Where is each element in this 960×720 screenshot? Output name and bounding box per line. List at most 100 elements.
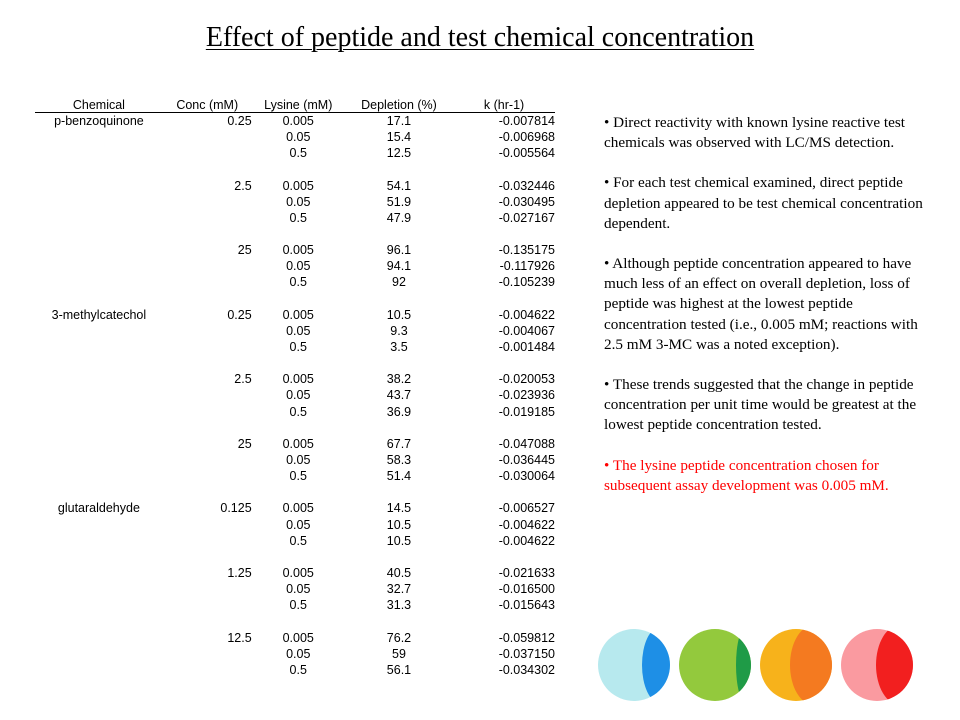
cell-chemical: [35, 452, 163, 468]
cell-chemical: [35, 468, 163, 484]
cell-depletion: 32.7: [386, 582, 412, 597]
cell-k: -0.019185: [498, 404, 555, 419]
spacer-cell: [35, 355, 555, 371]
cell-conc: 2.5: [234, 178, 252, 193]
cell-chemical: [35, 323, 163, 339]
cell-conc: [163, 581, 252, 597]
table-row: 25 0.005 96.1 -0.135175: [35, 242, 555, 258]
cell-chemical: [35, 565, 163, 581]
cell-conc: 25: [237, 243, 252, 258]
cell-lysine: 0.005: [282, 243, 314, 258]
cell-chemical: [35, 371, 163, 387]
cell-depletion: 56.1: [386, 662, 412, 677]
cell-conc: [163, 129, 252, 145]
cell-k: -0.117926: [499, 259, 555, 274]
cell-depletion: 10.5: [386, 307, 412, 322]
table-row: 0.5 92 -0.105239: [35, 274, 555, 290]
cell-chemical: [35, 387, 163, 403]
circle-red-icon: [841, 629, 913, 701]
cell-chemical: [35, 436, 163, 452]
cell-depletion: 36.9: [386, 404, 412, 419]
cell-lysine: 0.05: [286, 453, 311, 468]
cell-lysine: 0.05: [286, 517, 311, 532]
cell-chemical: p-benzoquinone: [54, 114, 144, 129]
cell-depletion: 67.7: [386, 436, 412, 451]
page-title: Effect of peptide and test chemical conc…: [205, 22, 755, 53]
bullet-item: • These trends suggested that the change…: [604, 376, 917, 434]
cell-conc: [163, 404, 252, 420]
cell-chemical: [35, 646, 163, 662]
cell-conc: 2.5: [234, 372, 252, 387]
cell-lysine: 0.05: [286, 582, 311, 597]
table-row: 0.05 43.7 -0.023936: [35, 387, 555, 403]
cell-conc: [163, 662, 252, 678]
cell-k: -0.105239: [498, 275, 555, 290]
cell-conc: [163, 387, 252, 403]
cell-depletion: 59: [392, 646, 406, 661]
table-spacer-row: [35, 549, 555, 565]
cell-lysine: 0.5: [289, 533, 307, 548]
cell-lysine: 0.5: [289, 275, 307, 290]
cell-chemical: [35, 339, 163, 355]
header-chemical: Chemical: [35, 95, 163, 113]
cell-k: -0.021633: [498, 566, 555, 580]
table-row: 0.05 9.3 -0.004067: [35, 323, 555, 339]
cell-k: -0.016500: [498, 582, 555, 597]
cell-k: -0.007814: [498, 114, 555, 129]
cell-k: -0.004067: [498, 323, 555, 338]
depletion-table: Chemical Conc (mM) Lysine (mM) Depletion…: [35, 95, 555, 678]
cell-chemical: 3-methylcatechol: [51, 307, 147, 322]
cell-depletion: 58.3: [386, 453, 412, 468]
cell-depletion: 94.1: [386, 259, 412, 274]
cell-lysine: 0.5: [289, 469, 307, 484]
cell-depletion: 76.2: [386, 630, 412, 645]
cell-lysine: 0.005: [282, 501, 314, 516]
bullet-item: • Direct reactivity with known lysine re…: [604, 114, 905, 152]
cell-depletion: 54.1: [386, 178, 412, 193]
cell-depletion: 38.2: [386, 372, 412, 387]
cell-conc: 25: [237, 436, 252, 451]
bullet-item: • Although peptide concentration appeare…: [604, 255, 918, 353]
cell-conc: [163, 339, 252, 355]
cell-lysine: 0.05: [286, 323, 311, 338]
spacer-cell: [35, 161, 555, 177]
cell-depletion: 14.5: [386, 501, 412, 516]
cell-k: -0.034302: [498, 662, 555, 677]
cell-conc: [163, 646, 252, 662]
cell-lysine: 0.05: [286, 130, 311, 145]
cell-lysine: 0.5: [289, 210, 307, 225]
table-spacer-row: [35, 291, 555, 307]
table-row: 0.05 59 -0.037150: [35, 646, 555, 662]
cell-chemical: [35, 178, 163, 194]
cell-conc: [163, 210, 252, 226]
table-row: 0.05 32.7 -0.016500: [35, 581, 555, 597]
cell-depletion: 10.5: [386, 517, 412, 532]
table-body: p-benzoquinone 0.25 0.005 17.1 -0.007814 0.05…: [35, 113, 555, 678]
cell-depletion: 9.3: [390, 323, 408, 338]
table-row: 0.5 3.5 -0.001484: [35, 339, 555, 355]
cell-k: -0.020053: [498, 372, 555, 387]
cell-lysine: 0.5: [289, 404, 307, 419]
cell-lysine: 0.05: [286, 259, 311, 274]
table-row: 0.05 51.9 -0.030495: [35, 194, 555, 210]
cell-conc: [163, 194, 252, 210]
table-row: 0.5 36.9 -0.019185: [35, 404, 555, 420]
header-k: k (hr-1): [453, 95, 555, 113]
table-spacer-row: [35, 161, 555, 177]
cell-lysine: 0.5: [289, 598, 307, 613]
cell-k: -0.032446: [498, 178, 555, 193]
cell-lysine: 0.005: [282, 436, 314, 451]
cell-conc: [163, 323, 252, 339]
circle-green-icon: [679, 629, 751, 701]
cell-k: -0.135175: [498, 243, 555, 258]
cell-chemical: [35, 517, 163, 533]
cell-k: -0.023936: [498, 388, 555, 403]
cell-lysine: 0.5: [289, 146, 307, 161]
cell-lysine: 0.05: [286, 194, 311, 209]
table-row: 0.5 31.3 -0.015643: [35, 597, 555, 613]
bullet-list: • Direct reactivity with known lysine re…: [604, 113, 934, 516]
cell-depletion: 3.5: [390, 340, 408, 355]
table-row: 0.5 10.5 -0.004622: [35, 533, 555, 549]
cell-conc: 0.125: [220, 501, 252, 516]
cell-lysine: 0.005: [282, 178, 314, 193]
